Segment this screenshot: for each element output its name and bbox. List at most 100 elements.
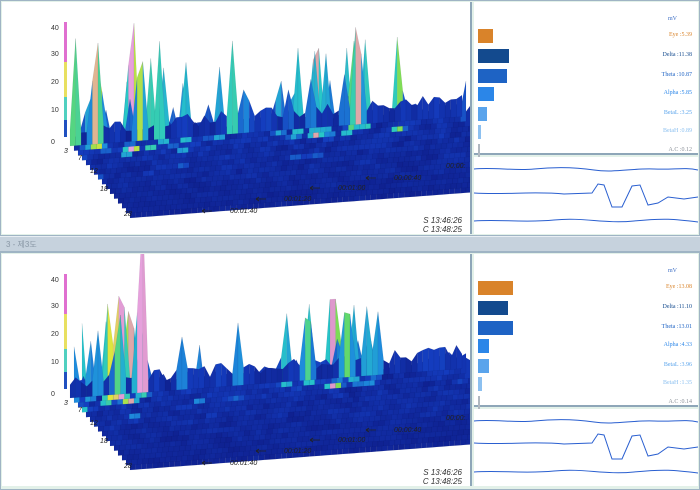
band-power-bar: [478, 49, 509, 63]
band-row-ac: A.C :0.14: [474, 394, 698, 412]
z-tick-label: 10: [51, 359, 59, 366]
band-row-ac: A.C :0.12: [474, 142, 698, 160]
eeg-panel-top: 40 30 20 10 0 3 7 12 18 28 00:00: 00:00:40 00:01:00 0…: [0, 0, 700, 236]
band-power-bar: [478, 87, 494, 101]
band-power-bars: mV Eye :13.08 Delta :11.10 Theta :13.01 Alp…: [474, 254, 698, 410]
band-row-betal: BetaL :3.96: [474, 357, 698, 375]
band-row-theta: Theta :13.01: [474, 319, 698, 337]
freq-tick-label: 12: [90, 420, 98, 427]
freq-tick-label: 7: [78, 407, 83, 414]
band-row-alpha: Alpha :5.85: [474, 85, 698, 103]
z-tick-label: 30: [51, 51, 59, 58]
band-value-label: BetaH :1.35: [663, 380, 692, 386]
time-tick-label: 00:00:: [446, 415, 466, 422]
band-value-label: Theta :10.87: [661, 72, 692, 78]
time-arrow-icon: [365, 175, 376, 181]
band-value-label: BetaL :3.25: [663, 110, 692, 116]
band-power-bar: [478, 321, 514, 335]
band-value-label: Eye :13.08: [666, 284, 692, 290]
band-row-betah: BetaH :1.35: [474, 375, 698, 393]
z-axis: [64, 22, 67, 137]
band-power-bar: [478, 69, 508, 83]
freq-tick-label: 3: [64, 400, 68, 407]
spectrogram-3d-surface: 40 30 20 10 0 3 7 12 18 28 00:00: 00:00:40 00:01:00 0…: [51, 22, 470, 219]
band-power-bar: [478, 29, 493, 43]
freq-tick-label: 7: [78, 155, 83, 162]
time-tick-label: 00:00:40: [394, 427, 421, 434]
waveform-traces: [473, 167, 699, 223]
band-side-panel: mV Eye :5.39 Delta :11.38 Theta :10.87 Alph…: [473, 2, 699, 234]
band-row-delta: Delta :11.10: [474, 299, 698, 317]
time-arrow-icon: [201, 208, 212, 214]
band-value-label: Delta :11.38: [662, 52, 692, 58]
waveform-traces: [473, 419, 699, 474]
freq-tick-label: 18: [100, 438, 108, 445]
band-power-bar: [478, 107, 487, 121]
current-time-readout: C 13:48:25: [422, 225, 462, 234]
band-row-theta: Theta :10.87: [474, 67, 698, 85]
band-power-bar: [478, 359, 489, 373]
band-row-betah: BetaH :0.89: [474, 123, 698, 141]
band-power-bar: [478, 144, 480, 158]
waveform-trace-2: [473, 183, 699, 208]
freq-tick-label: 18: [100, 186, 108, 193]
z-tick-label: 20: [51, 79, 59, 86]
z-tick-label: 30: [51, 303, 59, 310]
panel-title-bar[interactable]: 3 - 제3도: [0, 236, 700, 252]
band-side-panel: mV Eye :13.08 Delta :11.10 Theta :13.01 Alp…: [473, 254, 699, 486]
time-arrow-icon: [365, 427, 376, 433]
z-tick-label: 10: [51, 107, 59, 114]
band-power-bar: [478, 377, 482, 391]
eeg-panel-bottom: 40 30 20 10 0 3 7 12 18 28 00:00: 00:00:40 00:01:00 0…: [0, 252, 700, 490]
z-tick-label: 0: [51, 391, 55, 398]
z-tick-label: 40: [51, 277, 59, 284]
spectrogram-3d-plot[interactable]: 40 30 20 10 0 3 7 12 18 28 00:00: 00:00:40 00:01:00 0…: [2, 254, 472, 486]
time-tick-label: 00:01:00: [338, 437, 365, 444]
band-value-label: Alpha :4.33: [663, 342, 692, 348]
band-power-bar: [478, 125, 481, 139]
band-row-delta: Delta :11.38: [474, 47, 698, 65]
freq-tick-label: 28: [123, 463, 132, 470]
time-tick-label: 00:01:20: [284, 196, 311, 203]
unit-label: mV: [668, 16, 677, 22]
band-value-label: BetaH :0.89: [663, 128, 692, 134]
freq-tick-label: 28: [123, 211, 132, 218]
start-time-readout: S 13:46:26: [423, 216, 462, 225]
band-row-betal: BetaL :3.25: [474, 105, 698, 123]
current-time-readout: C 13:48:25: [422, 477, 462, 486]
z-tick-label: 0: [51, 139, 55, 146]
spectrogram-3d-plot[interactable]: 40 30 20 10 0 3 7 12 18 28 00:00: 00:00:40 00:01:00 0…: [2, 2, 472, 234]
time-arrow-icon: [255, 196, 266, 202]
band-power-bars: mV Eye :5.39 Delta :11.38 Theta :10.87 Alph…: [474, 2, 698, 158]
freq-tick-label: 3: [64, 148, 68, 155]
spectrogram-3d-surface: 40 30 20 10 0 3 7 12 18 28 00:00: 00:00:40 00:01:00 0…: [51, 254, 470, 471]
time-tick-label: 00:00:40: [394, 175, 421, 182]
band-value-label: A.C :0.12: [668, 147, 692, 153]
z-tick-label: 40: [51, 25, 59, 32]
time-arrow-icon: [201, 460, 212, 466]
time-arrow-icon: [309, 437, 320, 443]
raw-waveform-view[interactable]: [473, 409, 699, 486]
raw-waveform-view[interactable]: [473, 157, 699, 234]
band-row-eye: Eye :5.39: [474, 27, 698, 45]
band-row-eye: Eye :13.08: [474, 279, 698, 297]
band-value-label: Eye :5.39: [669, 32, 692, 38]
time-tick-label: 00:01:40: [230, 460, 257, 467]
band-power-bar: [478, 339, 490, 353]
waveform-trace-3: [473, 218, 699, 223]
z-tick-label: 20: [51, 331, 59, 338]
waveform-trace-2: [473, 433, 699, 460]
time-arrow-icon: [309, 185, 320, 191]
freq-tick-label: 12: [90, 168, 98, 175]
window-title: 3 - 제3도: [6, 240, 37, 249]
time-tick-label: 00:01:00: [338, 185, 365, 192]
band-power-bar: [478, 396, 480, 410]
band-power-bar: [478, 301, 508, 315]
time-tick-label: 00:01:20: [284, 448, 311, 455]
band-row-alpha: Alpha :4.33: [474, 337, 698, 355]
time-tick-label: 00:01:40: [230, 208, 257, 215]
start-time-readout: S 13:46:26: [423, 468, 462, 477]
time-arrow-icon: [255, 448, 266, 454]
time-tick-label: 00:00:: [446, 163, 466, 170]
band-value-label: Theta :13.01: [661, 324, 692, 330]
